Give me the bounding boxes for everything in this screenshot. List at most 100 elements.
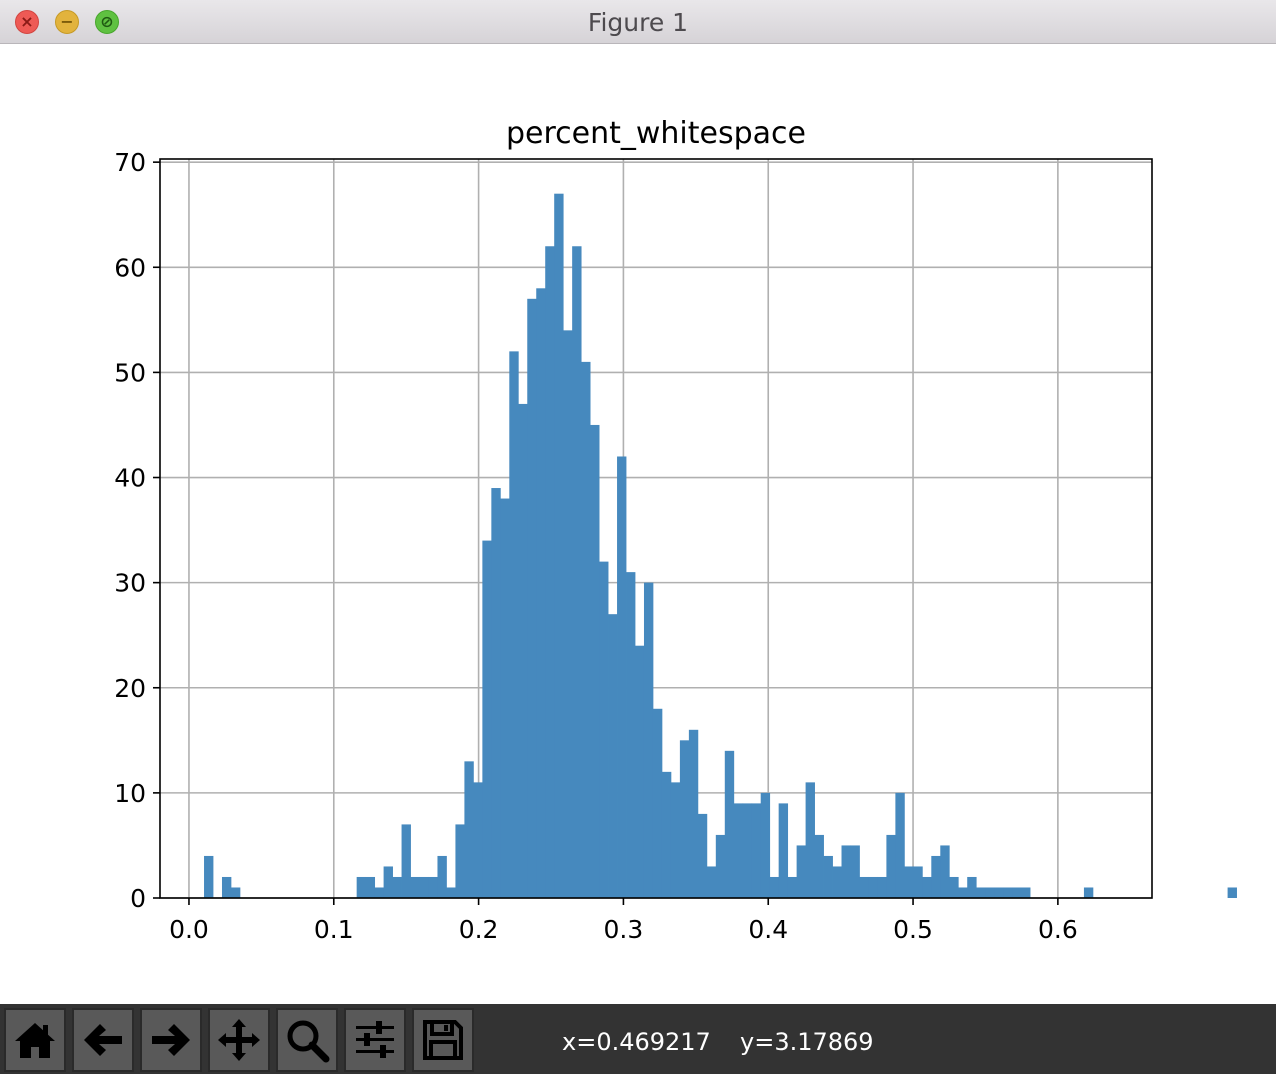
minimize-icon: − (60, 12, 74, 31)
histogram-bar (868, 876, 878, 898)
histogram-bar (635, 645, 645, 898)
histogram-bar (787, 876, 798, 898)
window-titlebar: × − ⊘ Figure 1 (0, 0, 1276, 44)
cursor-y-readout: y=3.17869 (740, 1028, 874, 1056)
figure-canvas[interactable]: percent_whitespace 0.0 0.1 0.2 0.3 0.4 0.5 0.6… (0, 44, 1276, 1004)
histogram-bar (805, 782, 815, 898)
histogram-bar (464, 761, 474, 898)
histogram-bar (572, 246, 582, 898)
histogram-bar (491, 488, 501, 898)
x-tick-label: 0.3 (604, 915, 644, 944)
histogram-bar (769, 876, 780, 898)
histogram-bar (931, 855, 941, 898)
histogram-bar (545, 246, 555, 898)
histogram-bar (922, 876, 932, 898)
histogram-bar (563, 330, 573, 899)
histogram-bar (221, 876, 232, 898)
histogram-bar (823, 855, 833, 898)
maximize-icon: ⊘ (100, 12, 114, 31)
forward-button[interactable] (140, 1008, 202, 1072)
histogram-bar (715, 834, 726, 898)
pan-button[interactable] (208, 1008, 270, 1072)
zoom-magnifier-icon (287, 1020, 330, 1063)
histogram-bar (527, 298, 537, 898)
histogram-bar (608, 614, 618, 898)
histogram-bar (994, 887, 1004, 898)
histogram-bar (482, 540, 492, 898)
x-tick-label: 0.5 (893, 915, 933, 944)
histogram-bar (706, 866, 717, 898)
y-tick-label: 10 (114, 779, 146, 808)
histogram-bar (940, 845, 950, 898)
back-arrow-icon (84, 1024, 122, 1056)
histogram-bar (1227, 887, 1237, 898)
histogram-chart[interactable]: percent_whitespace 0.0 0.1 0.2 0.3 0.4 0.5 0.6… (0, 44, 1276, 1004)
histogram-bar (796, 845, 806, 898)
close-window-button[interactable]: × (15, 10, 39, 34)
histogram-bar (688, 729, 699, 898)
x-tick-label: 0.0 (169, 915, 209, 944)
back-button[interactable] (72, 1008, 134, 1072)
cursor-x-readout: x=0.469217 (562, 1028, 711, 1056)
histogram-bar (1083, 887, 1094, 898)
histogram-bar (356, 876, 367, 898)
histogram-bar (401, 824, 411, 898)
histogram-bar (437, 855, 447, 898)
histogram-bar (697, 813, 708, 898)
histogram-bar (976, 887, 986, 898)
y-tick-label: 20 (114, 674, 146, 703)
histogram-bar (1021, 887, 1031, 898)
histogram-bar (859, 876, 869, 898)
histogram-bar (841, 845, 851, 898)
x-tick-label: 0.4 (748, 915, 788, 944)
histogram-bar (751, 803, 762, 898)
histogram-bar (536, 288, 546, 898)
histogram-bar (670, 782, 681, 898)
histogram-bar (581, 361, 591, 898)
histogram-bar (230, 887, 241, 898)
close-icon: × (20, 12, 34, 31)
histogram-bar (428, 876, 438, 898)
histogram-bar (850, 845, 860, 898)
histogram-bar (886, 834, 896, 898)
zoom-window-button[interactable]: ⊘ (95, 10, 119, 34)
home-icon (15, 1023, 55, 1058)
histogram-bar (204, 855, 214, 898)
x-tick-label: 0.2 (459, 915, 499, 944)
navigation-toolbar (0, 1004, 1276, 1074)
histogram-bar (958, 887, 968, 898)
plot-frame (159, 158, 1153, 899)
histogram-bar (392, 876, 402, 898)
histogram-bars (204, 193, 1237, 899)
configure-subplots-icon (356, 1021, 394, 1058)
y-tick-label: 60 (114, 253, 146, 282)
configure-subplots-button[interactable] (344, 1008, 406, 1072)
histogram-bar (913, 866, 923, 898)
minimize-window-button[interactable]: − (55, 10, 79, 34)
histogram-bar (365, 876, 376, 898)
histogram-bar (374, 887, 384, 898)
histogram-bar (985, 887, 995, 898)
histogram-bar (643, 582, 654, 898)
y-tick-label: 0 (130, 884, 146, 913)
histogram-bar (419, 876, 429, 898)
histogram-bar (949, 876, 959, 898)
histogram-bar (679, 740, 690, 898)
pan-move-icon (218, 1019, 260, 1061)
save-button[interactable] (412, 1008, 474, 1072)
histogram-bar (1012, 887, 1022, 898)
y-tick-label: 30 (114, 569, 146, 598)
y-axis: 0 10 20 30 40 50 60 70 (114, 148, 160, 913)
histogram-bar (778, 803, 789, 898)
histogram-bar (1003, 887, 1013, 898)
x-tick-label: 0.6 (1038, 915, 1078, 944)
histogram-bar (383, 866, 393, 898)
home-button[interactable] (4, 1008, 66, 1072)
histogram-bar (410, 876, 420, 898)
histogram-bar (518, 403, 528, 898)
histogram-bar (500, 498, 510, 898)
y-tick-label: 40 (114, 464, 146, 493)
zoom-button[interactable] (276, 1008, 338, 1072)
histogram-bar (652, 708, 663, 898)
histogram-bar (455, 824, 465, 898)
